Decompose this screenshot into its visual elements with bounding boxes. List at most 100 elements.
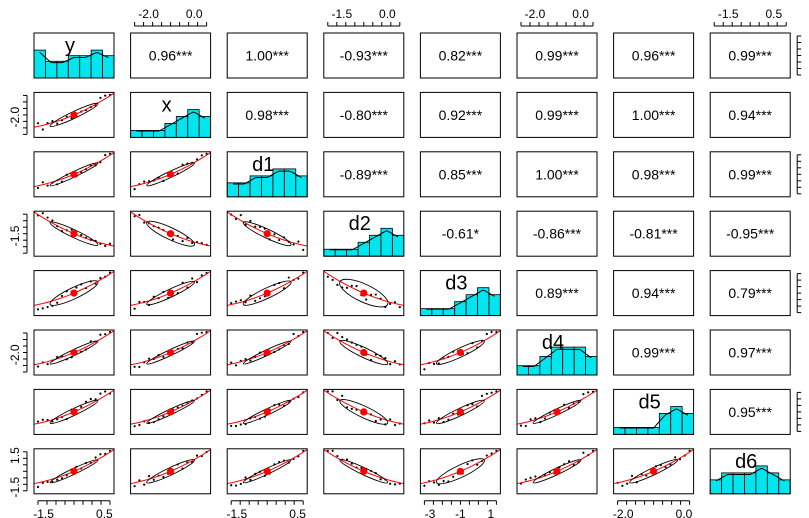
- scatter-point: [287, 276, 290, 279]
- panel-d1-d5: 0.98***: [613, 151, 695, 198]
- panel-x-d2: -0.80***: [323, 91, 405, 138]
- variable-name-y: y: [65, 35, 75, 57]
- scatter-point: [471, 403, 474, 406]
- scatter-point: [432, 362, 436, 366]
- histogram-bar: [721, 472, 734, 495]
- scatter-point: [345, 286, 349, 289]
- scatter-point: [230, 484, 233, 487]
- panel-border: [419, 210, 501, 257]
- scatter-point: [70, 228, 73, 231]
- mean-point: [456, 467, 464, 475]
- top-axis-d6: -1.5 0.5: [713, 7, 787, 27]
- panel-d1-d4: 1.00***: [516, 151, 598, 198]
- scatter-point: [162, 415, 165, 418]
- scatter-point: [292, 332, 295, 336]
- correlation-label: 0.98***: [245, 107, 289, 123]
- panel-d6-y: [33, 448, 115, 495]
- variable-name-d4: d4: [542, 332, 564, 354]
- smooth-line: [516, 389, 598, 425]
- panel-d6-d3: [419, 448, 501, 495]
- scatter-point: [423, 484, 426, 487]
- panel-border: [323, 151, 405, 198]
- panel-d3-d5: 0.94***: [613, 270, 695, 317]
- panel-d2-d3: -0.61*: [419, 210, 501, 257]
- scatter-point: [389, 418, 392, 421]
- scatter-point: [152, 478, 155, 481]
- axis-tick-label: 0.0: [379, 7, 396, 21]
- panel-d3-d1: [226, 270, 308, 317]
- panel-border: [130, 448, 212, 495]
- mean-point: [456, 348, 464, 357]
- scatter-point: [138, 365, 141, 369]
- correlation-ellipse: [242, 280, 292, 306]
- panel-border: [709, 91, 791, 138]
- panel-x-d4: 0.99***: [516, 91, 598, 138]
- panel-border: [516, 448, 598, 495]
- panel-d5-d1: [226, 388, 308, 435]
- scatter-point: [254, 225, 257, 228]
- smooth-line: [323, 330, 404, 366]
- scatter-point: [336, 454, 339, 458]
- panel-border: [33, 210, 115, 257]
- histogram-bar: [562, 346, 575, 376]
- panel-d3-d4: 0.89***: [516, 270, 598, 317]
- axis-tick-label: -2.0: [8, 107, 22, 128]
- histogram-bar: [709, 479, 723, 495]
- smooth-line: [33, 92, 115, 128]
- scatter-point: [56, 122, 59, 125]
- smooth-line: [33, 330, 115, 366]
- scatter-point: [249, 359, 252, 362]
- scatter-point: [302, 248, 305, 251]
- correlation-label: 0.99***: [535, 107, 579, 123]
- panel-d1-d6: 0.99***: [709, 151, 791, 198]
- scatter-point: [99, 453, 102, 456]
- panel-y-d6: 0.99***: [709, 32, 791, 79]
- scatter-point: [230, 361, 233, 364]
- smooth-line: [323, 270, 404, 306]
- panel-border: [516, 32, 598, 79]
- scatter-point: [524, 478, 527, 481]
- scatter-point: [200, 274, 203, 277]
- scatter-point: [519, 424, 523, 427]
- panel-d5-d2: [323, 388, 405, 435]
- panel-x-d6: 0.94***: [709, 91, 791, 138]
- scatter-point: [345, 338, 349, 341]
- mean-point: [70, 230, 78, 238]
- scatter-point: [138, 423, 141, 427]
- bottom-axis-d1: -1.5 0.5: [226, 500, 306, 518]
- axis-tick-label: -1.5: [33, 507, 54, 518]
- panel-border: [613, 270, 695, 317]
- correlation-label: -0.61*: [442, 226, 480, 242]
- variable-name-d1: d1: [252, 154, 274, 176]
- scatter-point: [341, 394, 344, 397]
- scatter-point: [490, 330, 493, 334]
- correlation-label: -0.81***: [629, 226, 678, 242]
- panel-border: [33, 32, 115, 79]
- panel-d2-d1: [226, 210, 308, 257]
- panel-d4-d5: 0.99***: [613, 329, 695, 376]
- smooth-line: [227, 270, 308, 306]
- scatter-point: [389, 363, 392, 366]
- scatter-point: [452, 475, 455, 478]
- axis-tick-label: -1.5: [8, 225, 22, 246]
- panel-border: [709, 448, 791, 495]
- panel-d3-d2: [323, 270, 405, 317]
- scatter-point: [133, 425, 136, 428]
- smooth-line: [323, 449, 404, 485]
- correlation-label: 0.99***: [728, 166, 772, 182]
- scatter-point: [36, 485, 40, 489]
- correlation-label: 0.94***: [632, 285, 676, 301]
- scatter-point: [143, 221, 146, 224]
- panel-y-y: y: [33, 32, 115, 79]
- correlation-label: 0.98***: [632, 166, 676, 182]
- panel-d1-y: [33, 151, 115, 198]
- histogram-bar: [585, 355, 598, 376]
- histogram-bar: [658, 413, 672, 435]
- scatter-point: [428, 419, 431, 422]
- scatter-point: [104, 94, 107, 97]
- correlation-label: 0.99***: [535, 48, 579, 64]
- scatter-point: [432, 421, 436, 424]
- correlation-ellipse: [146, 280, 195, 306]
- density-curve: [39, 51, 109, 64]
- variable-name-x: x: [162, 94, 172, 116]
